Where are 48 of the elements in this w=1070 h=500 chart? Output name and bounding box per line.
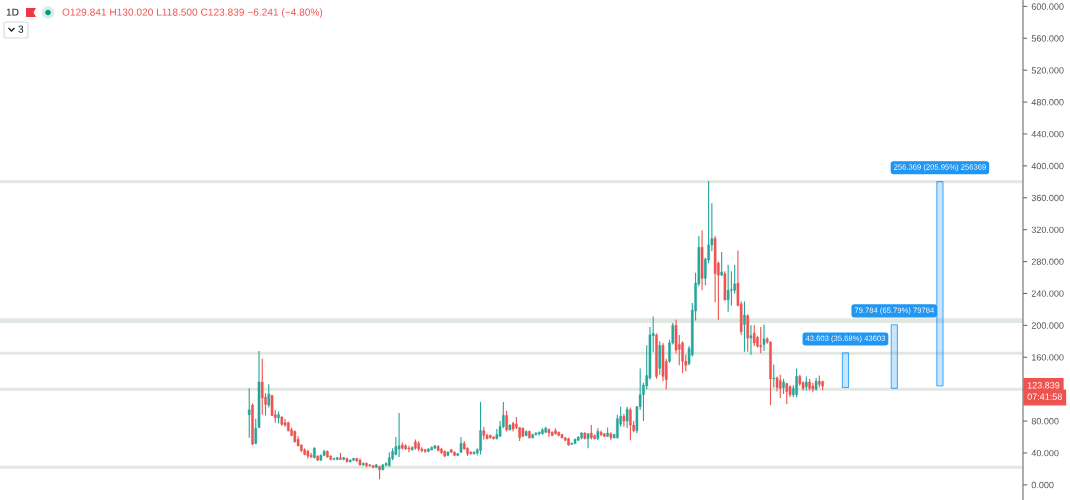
y-tick-label: 280.000 [1031,258,1064,265]
candlestick [505,410,508,432]
y-tick-label: 320.000 [1031,226,1064,234]
candlestick [251,402,254,446]
bar [841,352,849,388]
y-tick-label: 560.000 [1031,35,1064,42]
bar [890,324,898,389]
candlestick [479,401,482,456]
annotation: O129.841 H130.020 L118.500 C123.839 −6.241 (−4.80%) [62,8,323,18]
candlestick [779,374,782,399]
y-tick-label: 520.000 [1031,67,1064,74]
candlestick [743,300,746,353]
candlestick [795,367,798,398]
y-tick-label: 600.000 [1031,3,1064,10]
candlestick [365,461,368,468]
candlestick [720,251,723,277]
candlestick [453,450,456,457]
candlestick [466,446,469,457]
candlestick [554,427,557,436]
bar [936,181,944,387]
y-tick-label: 200.000 [1031,322,1064,329]
y-tick-label: 0.000 [1031,481,1054,489]
candlestick [629,406,632,441]
annotation: 123.839 [1027,382,1060,389]
candlestick [567,437,570,447]
y-tick-label: 40.000 [1031,449,1059,457]
candlestick [247,387,251,439]
y-tick-label: 400.000 [1031,162,1064,170]
candlestick [655,332,658,380]
y-tick-label: 80.000 [1031,418,1059,425]
annotation: 3 [18,25,24,33]
candlestick [260,358,264,416]
text: 07:41:58 [1027,393,1062,400]
y-tick-label: 160.000 [1032,354,1064,361]
y-tick-label: 240.000 [1031,290,1064,297]
candlestick [352,457,355,462]
y-tick-label: 360.000 [1031,194,1064,202]
candlestick [759,326,763,354]
candlestick [746,313,749,353]
y-tick-label: 440.000 [1031,130,1064,138]
text: 1D [6,8,19,16]
candlestick [622,413,626,428]
candlestick [772,363,776,389]
candlestick [267,383,271,409]
candlestick [769,340,772,406]
candlestick [752,324,756,347]
y-tick-label: 480.000 [1031,99,1064,106]
candlestick [658,340,662,376]
